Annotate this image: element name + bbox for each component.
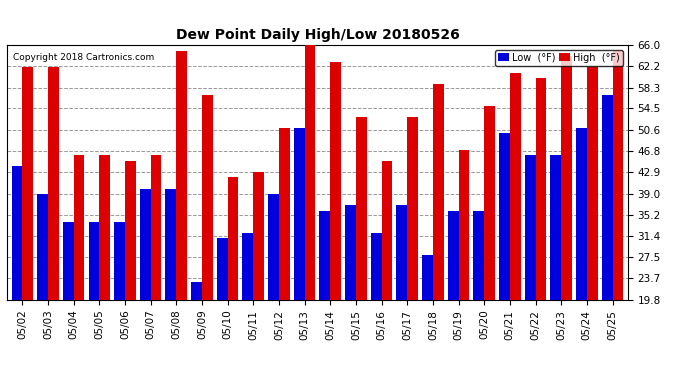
Bar [114,222,125,300]
Bar [613,51,623,300]
Bar [576,128,586,300]
Bar [397,205,407,300]
Bar [217,238,228,300]
Legend: Low  (°F), High  (°F): Low (°F), High (°F) [495,50,623,66]
Bar [602,94,613,300]
Bar [294,128,304,300]
Bar [140,189,150,300]
Bar [356,117,366,300]
Bar [371,232,382,300]
Bar [74,155,84,300]
Bar [88,222,99,300]
Bar [433,84,444,300]
Bar [202,94,213,300]
Text: Copyright 2018 Cartronics.com: Copyright 2018 Cartronics.com [13,53,155,62]
Bar [166,189,176,300]
Bar [48,67,59,300]
Bar [99,155,110,300]
Bar [176,51,187,300]
Bar [22,67,33,300]
Bar [586,67,598,300]
Bar [422,255,433,300]
Bar [407,117,418,300]
Bar [524,155,535,300]
Title: Dew Point Daily High/Low 20180526: Dew Point Daily High/Low 20180526 [175,28,460,42]
Bar [125,161,136,300]
Bar [191,282,202,300]
Bar [319,211,331,300]
Bar [242,232,253,300]
Bar [37,194,48,300]
Bar [345,205,356,300]
Bar [12,166,22,300]
Bar [499,133,510,300]
Bar [228,177,238,300]
Bar [535,78,546,300]
Bar [473,211,484,300]
Bar [448,211,459,300]
Bar [63,222,74,300]
Bar [551,155,561,300]
Bar [331,62,341,300]
Bar [253,172,264,300]
Bar [382,161,393,300]
Bar [459,150,469,300]
Bar [510,73,521,300]
Bar [304,45,315,300]
Bar [561,56,572,300]
Bar [150,155,161,300]
Bar [484,106,495,300]
Bar [268,194,279,300]
Bar [279,128,290,300]
